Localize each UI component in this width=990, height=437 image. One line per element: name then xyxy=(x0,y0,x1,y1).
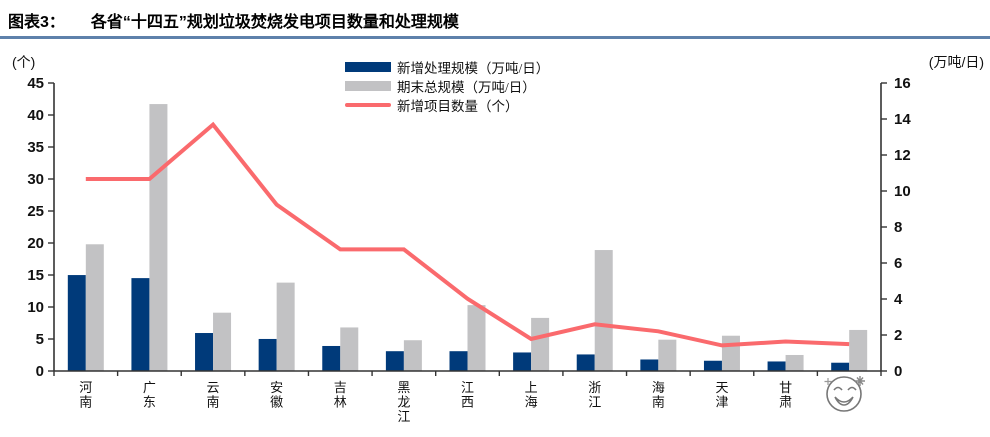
left-tick-label: 15 xyxy=(27,267,44,284)
bar-new-capacity xyxy=(322,345,341,371)
bar-total-capacity xyxy=(467,305,486,371)
bar-total-capacity xyxy=(594,250,613,371)
bar-swatch-icon xyxy=(345,61,391,72)
legend: 新增处理规模（万吨/日） 期末总规模（万吨/日） 新增项目数量（个） xyxy=(345,57,549,114)
bar-new-capacity xyxy=(131,278,150,371)
legend-item-new-capacity: 新增处理规模（万吨/日） xyxy=(345,57,549,76)
bar-new-capacity xyxy=(640,359,659,371)
bar-total-capacity xyxy=(340,327,359,371)
right-tick-label: 2 xyxy=(894,327,902,344)
left-tick-label: 30 xyxy=(27,171,44,188)
left-tick-label: 20 xyxy=(27,235,44,252)
legend-item-new-projects: 新增项目数量（个） xyxy=(345,95,549,114)
right-tick-label: 0 xyxy=(894,363,902,380)
bar-new-capacity xyxy=(513,352,532,371)
category-label: 甘 xyxy=(779,380,792,395)
bar-new-capacity xyxy=(831,362,850,371)
category-label: 黑 xyxy=(397,380,410,395)
category-label: 南 xyxy=(207,395,220,410)
bar-total-capacity xyxy=(85,244,104,371)
bar-new-capacity xyxy=(67,275,86,371)
left-tick-label: 35 xyxy=(27,139,44,156)
right-tick-label: 16 xyxy=(894,75,911,92)
bar-new-capacity xyxy=(703,360,722,371)
bar-swatch-icon xyxy=(345,80,391,91)
category-label: 云 xyxy=(207,380,220,395)
category-label: 江 xyxy=(588,395,601,410)
category-label: 安 xyxy=(270,380,283,395)
emoji-watermark-icon xyxy=(824,376,865,412)
category-label: 广 xyxy=(143,380,156,395)
legend-label: 新增项目数量（个） xyxy=(397,98,519,114)
bar-total-capacity xyxy=(276,282,295,371)
left-tick-label: 45 xyxy=(27,75,44,92)
bar-new-capacity xyxy=(767,361,786,371)
bar-new-capacity xyxy=(576,354,595,371)
bar-total-capacity xyxy=(721,335,740,371)
category-label: 南 xyxy=(79,395,92,410)
bar-new-capacity xyxy=(449,351,468,371)
bar-total-capacity xyxy=(531,317,550,371)
left-tick-label: 40 xyxy=(27,107,44,124)
category-label: 海 xyxy=(525,395,538,410)
bar-new-capacity xyxy=(385,351,404,371)
bar-new-capacity xyxy=(195,333,214,371)
category-label: 徽 xyxy=(270,395,283,410)
legend-label: 新增处理规模（万吨/日） xyxy=(397,60,550,76)
right-tick-label: 6 xyxy=(894,255,902,272)
category-label: 浙 xyxy=(588,380,601,395)
category-label: 河 xyxy=(79,380,92,395)
category-label: 津 xyxy=(715,395,728,410)
right-tick-label: 4 xyxy=(894,291,903,308)
legend-label: 期末总规模（万吨/日） xyxy=(397,79,536,95)
bar-total-capacity xyxy=(785,354,804,371)
left-tick-label: 0 xyxy=(36,363,44,380)
left-tick-label: 10 xyxy=(27,299,44,316)
right-tick-label: 14 xyxy=(894,111,911,128)
right-tick-label: 12 xyxy=(894,147,911,164)
right-tick-label: 8 xyxy=(894,219,902,236)
left-tick-label: 25 xyxy=(27,203,44,220)
category-label: 龙 xyxy=(397,395,410,410)
line-swatch-icon xyxy=(345,102,391,107)
bar-new-capacity xyxy=(258,338,277,371)
right-tick-label: 10 xyxy=(894,183,911,200)
category-label: 上 xyxy=(525,380,538,395)
header-divider xyxy=(0,36,990,39)
category-label: 东 xyxy=(143,395,156,410)
category-label: 吉 xyxy=(334,380,347,395)
bar-total-capacity xyxy=(403,340,422,371)
left-axis-unit-label: (个) xyxy=(12,54,36,70)
category-label: 江 xyxy=(397,409,410,424)
figure-header: 图表3： 各省“十四五”规划垃圾焚烧发电项目数量和处理规模 xyxy=(8,8,982,32)
bar-total-capacity xyxy=(149,104,168,371)
bar-total-capacity xyxy=(849,329,868,371)
bar-total-capacity xyxy=(213,312,232,371)
category-label: 肃 xyxy=(779,395,792,410)
category-label: 林 xyxy=(334,395,347,410)
project-count-line xyxy=(85,121,850,348)
left-tick-label: 5 xyxy=(36,331,44,348)
category-label: 西 xyxy=(461,395,474,410)
category-label: 天 xyxy=(715,380,728,395)
category-label: 海 xyxy=(652,380,665,395)
category-label: 江 xyxy=(461,380,474,395)
figure-number: 图表3： xyxy=(8,14,65,31)
category-label: 南 xyxy=(652,395,665,410)
figure-title: 各省“十四五”规划垃圾焚烧发电项目数量和处理规模 xyxy=(90,14,459,31)
bar-total-capacity xyxy=(658,339,677,371)
right-axis-unit-label: (万吨/日) xyxy=(928,54,984,70)
legend-item-total-capacity: 期末总规模（万吨/日） xyxy=(345,76,549,95)
